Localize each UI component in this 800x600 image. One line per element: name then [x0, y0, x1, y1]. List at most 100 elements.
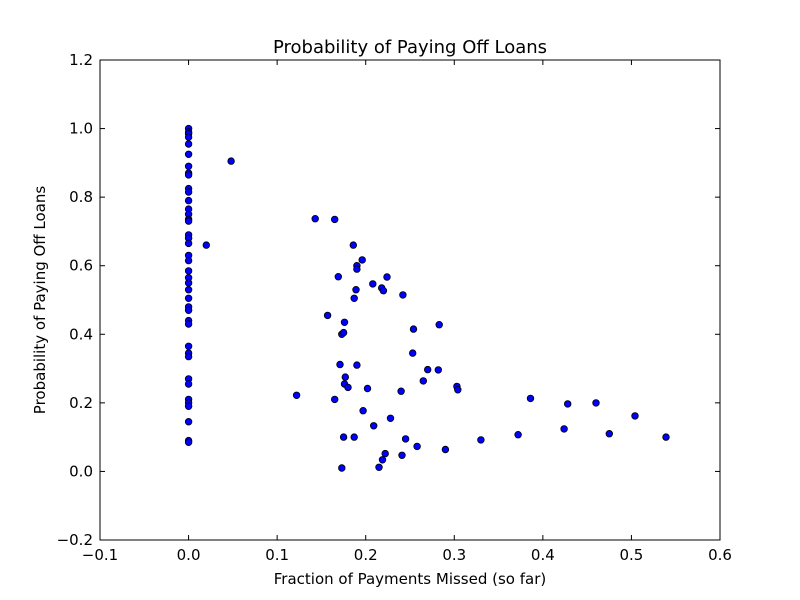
data-point [564, 400, 572, 408]
data-point [331, 215, 339, 224]
data-point [323, 311, 332, 320]
data-point [386, 414, 395, 422]
x-tick-label: 0.2 [354, 546, 378, 564]
data-point [292, 391, 301, 399]
data-point [184, 294, 193, 302]
data-point [378, 456, 387, 464]
y-tick-label: 0.4 [69, 325, 93, 343]
chart-title: Probability of Paying Off Loans [273, 37, 547, 58]
data-point [184, 162, 193, 170]
data-point [341, 373, 349, 381]
y-tick-label: 0.8 [69, 188, 93, 206]
data-point [336, 360, 344, 369]
data-point [184, 402, 193, 410]
y-tick-label: 1.0 [69, 120, 93, 138]
data-point [184, 380, 193, 388]
data-point [184, 438, 193, 446]
data-point [184, 342, 193, 350]
y-tick-label: −0.2 [57, 531, 93, 549]
data-point [184, 286, 193, 294]
data-point [184, 239, 193, 248]
data-point [397, 387, 405, 395]
data-point [424, 365, 432, 374]
data-point [662, 433, 670, 441]
data-point [184, 150, 193, 158]
data-points [184, 124, 670, 472]
x-axis-label: Fraction of Payments Missed (so far) [274, 570, 546, 588]
data-point [184, 196, 193, 205]
data-point [409, 349, 417, 357]
data-point [331, 395, 339, 404]
data-point [631, 412, 639, 420]
data-point [359, 407, 367, 415]
data-point [363, 384, 372, 393]
data-point [184, 133, 193, 141]
data-point [184, 171, 193, 179]
data-point [369, 280, 377, 288]
data-point [383, 273, 391, 281]
data-point [434, 366, 442, 374]
data-point [592, 399, 600, 407]
data-point [184, 352, 193, 361]
y-tick-label: 0.0 [69, 462, 93, 480]
axis-ticks: −0.1 0.0 0.1 0.2 0.3 0.4 0.5 0.6 −0.2 0.0 0.2 0.4 0.… [57, 51, 732, 564]
data-point [338, 464, 346, 472]
data-point [184, 217, 193, 225]
data-point [409, 325, 418, 333]
data-point [375, 463, 383, 471]
data-point [339, 433, 348, 441]
x-tick-label: −0.1 [82, 546, 118, 564]
data-point [350, 294, 358, 302]
plot-frame [99, 59, 721, 541]
data-point [526, 394, 535, 403]
data-point [441, 445, 450, 454]
x-tick-label: 0.5 [619, 546, 643, 564]
x-tick-label: 0.4 [531, 546, 555, 564]
data-point [350, 433, 358, 441]
data-point [358, 256, 366, 264]
data-point [379, 287, 388, 295]
data-point [419, 377, 427, 385]
data-point [353, 361, 361, 369]
data-point [435, 321, 443, 329]
x-tick-label: 0.3 [442, 546, 466, 564]
data-point [184, 140, 193, 148]
data-point [514, 431, 522, 439]
data-point [184, 418, 193, 426]
data-point [477, 436, 485, 444]
data-point [352, 286, 360, 294]
y-tick-label: 0.2 [69, 394, 93, 412]
data-point [399, 291, 407, 299]
data-point [454, 386, 462, 394]
y-tick-label: 0.6 [69, 257, 93, 275]
data-point [398, 451, 406, 459]
y-tick-label: 1.2 [69, 51, 93, 69]
data-point [311, 214, 319, 223]
data-point [184, 188, 193, 196]
data-point [340, 318, 349, 326]
data-point [353, 265, 361, 273]
data-point [184, 279, 193, 287]
data-point [370, 422, 378, 430]
x-tick-label: 0.1 [265, 546, 289, 564]
data-point [349, 241, 357, 249]
data-point [184, 306, 193, 314]
data-point [184, 267, 193, 275]
data-point [339, 328, 348, 337]
data-point [605, 430, 613, 438]
data-point [560, 425, 568, 433]
data-point [344, 383, 352, 392]
x-tick-label: 0.6 [708, 546, 732, 564]
data-point [401, 435, 410, 443]
data-point [202, 241, 210, 249]
y-axis-label: Probability of Paying Off Loans [31, 186, 49, 415]
x-tick-label: 0.0 [177, 546, 201, 564]
data-point [334, 273, 342, 281]
data-point [184, 320, 193, 328]
data-point [413, 442, 421, 451]
data-point [381, 449, 389, 458]
data-point [184, 256, 193, 265]
data-point [227, 157, 235, 165]
